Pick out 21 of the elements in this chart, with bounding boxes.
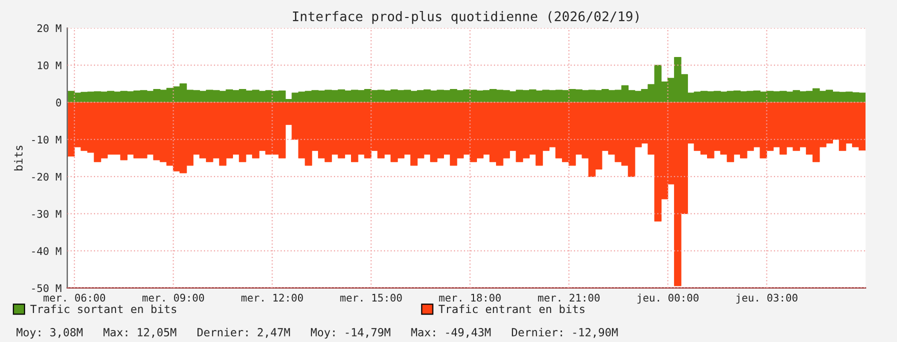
y-tick-label: 20 M [37, 24, 62, 32]
legend-label: Trafic entrant en bits [438, 304, 584, 314]
y-axis-title: bits [14, 146, 23, 170]
text: Moy: 3,08M Max: 12,05M Dernier: 2,47M Moy: -14,79M Max: -49,43M Dernier: -12,90M [16, 328, 618, 339]
x-tick-label: mer. 06:00 [44, 294, 106, 302]
x-tick-label: jeu. 03:00 [736, 294, 798, 304]
y-tick-label: 0 [56, 98, 62, 106]
legend-label: Trafic sortant en bits [30, 304, 176, 314]
y-tick-label: 10 M [38, 61, 62, 70]
x-tick-label: jeu. 00:00 [637, 294, 698, 304]
chart-title: Interface prod-plus quotidienne (2026/02/19) [292, 11, 638, 24]
x-tick-label: mer. 12:00 [241, 294, 303, 302]
y-tick-label: -30 M [32, 210, 62, 218]
x-tick-label: mer. 21:00 [538, 294, 600, 302]
x-tick-label: mer. 15:00 [340, 294, 402, 302]
x-tick-label: mer. 18:00 [439, 294, 501, 302]
y-tick-label: -40 M [32, 247, 62, 255]
y-tick-label: -10 M [32, 136, 62, 144]
x-tick-label: mer. 09:00 [142, 294, 204, 302]
y-tick-label: -50 M [32, 284, 62, 292]
y-tick-label: -20 M [32, 172, 62, 181]
